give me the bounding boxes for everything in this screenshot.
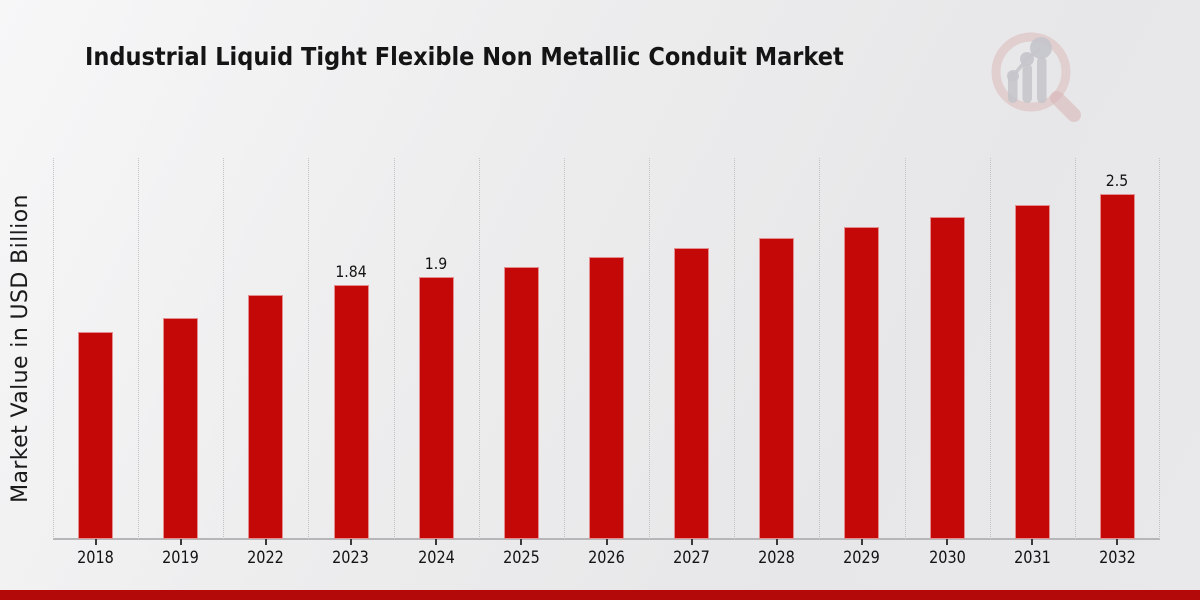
- x-tick-label-2028: 2028: [758, 548, 795, 568]
- gridline: [223, 158, 224, 539]
- x-tick-label-2030: 2030: [929, 548, 966, 568]
- x-tick-label-2027: 2027: [673, 548, 710, 568]
- magnifying-glass-bar-chart-icon: [991, 32, 1081, 122]
- brand-logo: [990, 26, 1090, 122]
- axis-tick: [861, 539, 863, 545]
- gridline: [53, 158, 54, 539]
- gridline: [1159, 158, 1160, 539]
- bar-value-label: 1.9: [424, 254, 448, 273]
- chart-title: Industrial Liquid Tight Flexible Non Met…: [85, 42, 844, 71]
- bar-2031: [1015, 205, 1050, 539]
- footer-accent-bar: [0, 590, 1200, 600]
- gridline: [138, 158, 139, 539]
- axis-tick: [776, 539, 778, 545]
- axis-tick: [691, 539, 693, 545]
- axis-tick: [95, 539, 97, 545]
- axis-tick: [520, 539, 522, 545]
- bar-2019: [163, 318, 198, 539]
- gridline: [734, 158, 735, 539]
- gridline: [564, 158, 565, 539]
- gridline: [649, 158, 650, 539]
- axis-tick: [946, 539, 948, 545]
- axis-tick: [1031, 539, 1033, 545]
- bar-2023: [334, 285, 369, 539]
- x-tick-label-2018: 2018: [77, 548, 114, 568]
- gridline: [479, 158, 480, 539]
- gridline: [1075, 158, 1076, 539]
- axis-tick: [265, 539, 267, 545]
- axis-tick: [180, 539, 182, 545]
- x-tick-label-2032: 2032: [1099, 548, 1136, 568]
- plot-area: 2018 2019 2022 2023 1.84 2024 1.9 2025 2026 2027 2…: [53, 158, 1160, 568]
- axis-tick: [1116, 539, 1118, 545]
- axis-tick: [606, 539, 608, 545]
- x-tick-label-2019: 2019: [162, 548, 199, 568]
- x-tick-label-2023: 2023: [332, 548, 369, 568]
- gridline: [308, 158, 309, 539]
- bar-2026: [589, 257, 624, 539]
- bar-value-label: 2.5: [1105, 171, 1129, 190]
- x-tick-label-2026: 2026: [588, 548, 625, 568]
- bar-2024: [419, 277, 454, 539]
- y-axis-title: Market Value in USD Billion: [7, 194, 33, 503]
- bar-2027: [674, 248, 709, 539]
- axis-tick: [435, 539, 437, 545]
- bar-2028: [759, 238, 794, 539]
- x-tick-label-2031: 2031: [1014, 548, 1051, 568]
- gridline: [905, 158, 906, 539]
- bar-2018: [78, 332, 113, 539]
- bar-2029: [844, 227, 879, 539]
- x-tick-label-2029: 2029: [843, 548, 880, 568]
- gridline: [394, 158, 395, 539]
- axis-tick: [350, 539, 352, 545]
- bar-2025: [504, 267, 539, 539]
- x-tick-label-2025: 2025: [503, 548, 540, 568]
- x-tick-label-2022: 2022: [247, 548, 284, 568]
- x-tick-label-2024: 2024: [418, 548, 455, 568]
- bar-2032: [1100, 194, 1135, 539]
- bar-value-label: 1.84: [335, 262, 367, 281]
- gridline: [990, 158, 991, 539]
- bar-2030: [930, 217, 965, 539]
- gridline: [819, 158, 820, 539]
- bar-2022: [248, 295, 283, 539]
